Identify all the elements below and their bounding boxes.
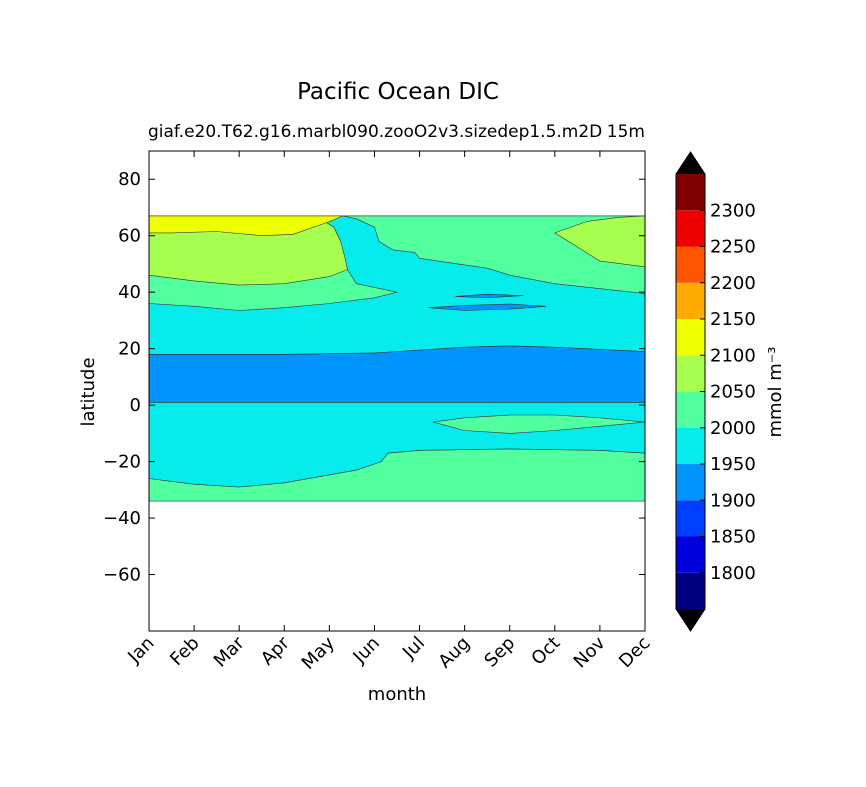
chart-subtitle-right: 15m bbox=[607, 122, 645, 142]
y-tick-label: −20 bbox=[103, 452, 141, 473]
x-axis-label: month bbox=[368, 684, 426, 705]
colorbar-band bbox=[676, 355, 705, 392]
contour-region-band-2050-2100-north-east bbox=[554, 215, 645, 268]
y-axis: 80 60 40 20 0 −20 −40 −60 bbox=[103, 169, 645, 586]
y-tick-label: 0 bbox=[130, 395, 141, 416]
x-tick-label: Aug bbox=[434, 633, 474, 673]
colorbar-band bbox=[676, 282, 705, 319]
plot-frame bbox=[148, 150, 646, 632]
x-tick-label: Jun bbox=[349, 633, 384, 668]
colorbar-band bbox=[676, 464, 705, 501]
colorbar-tick-label: 1800 bbox=[710, 563, 756, 584]
colorbar: 1800 1850 1900 1950 2000 2050 2100 2150 2200 2250… bbox=[675, 151, 756, 632]
colorbar-band bbox=[676, 572, 705, 609]
x-tick-label: Jan bbox=[123, 633, 158, 668]
x-tick-label: Jul bbox=[398, 633, 429, 664]
x-tick-label: Oct bbox=[527, 633, 564, 670]
colorbar-tick-label: 2300 bbox=[710, 200, 756, 221]
colorbar-outline bbox=[675, 151, 706, 632]
colorbar-band bbox=[676, 427, 705, 464]
x-tick-label: Nov bbox=[570, 632, 610, 672]
y-tick-label: 80 bbox=[118, 169, 141, 190]
y-tick-label: 20 bbox=[118, 339, 141, 360]
contour-region-band-1900-1950-north-patch bbox=[428, 303, 547, 311]
colorbar-tick-label: 2250 bbox=[710, 237, 756, 258]
y-tick-label: −40 bbox=[103, 508, 141, 529]
colorbar-tick-label: 2100 bbox=[710, 345, 756, 366]
colorbar-band bbox=[676, 536, 705, 573]
colorbar-tick-label: 2000 bbox=[710, 418, 756, 439]
y-tick-label: −60 bbox=[103, 565, 141, 586]
colorbar-band bbox=[676, 391, 705, 428]
x-tick-label: May bbox=[298, 632, 339, 673]
x-tick-label: Mar bbox=[210, 632, 249, 671]
colorbar-band bbox=[676, 500, 705, 537]
x-tick-label: Apr bbox=[257, 632, 294, 669]
plot-area bbox=[148, 150, 646, 632]
colorbar-over-arrow bbox=[676, 152, 705, 174]
chart-subtitle-left: giaf.e20.T62.g16.marbl090.zooO2v3.sizede… bbox=[148, 122, 602, 142]
y-tick-label: 40 bbox=[118, 282, 141, 303]
colorbar-band bbox=[676, 246, 705, 283]
y-tick-label: 60 bbox=[118, 226, 141, 247]
x-tick-label: Sep bbox=[480, 633, 519, 672]
x-tick-label: Dec bbox=[615, 633, 654, 672]
colorbar-band bbox=[676, 174, 705, 211]
colorbar-under-arrow bbox=[676, 609, 705, 631]
contour-region-band-2000-2050-equatorial-patch bbox=[432, 414, 645, 434]
colorbar-tick-label: 1950 bbox=[710, 454, 756, 475]
y-axis-label: latitude bbox=[78, 357, 99, 426]
colorbar-label: mmol m⁻³ bbox=[765, 346, 786, 437]
colorbar-tick-label: 2050 bbox=[710, 382, 756, 403]
contour-region-band-1900-1950-north-patch-small bbox=[455, 293, 524, 299]
colorbar-band bbox=[676, 319, 705, 356]
colorbar-tick-label: 1900 bbox=[710, 490, 756, 511]
x-tick-label: Feb bbox=[166, 633, 203, 670]
colorbar-tick-label: 2150 bbox=[710, 309, 756, 330]
colorbar-tick-label: 1850 bbox=[710, 527, 756, 548]
colorbar-band bbox=[676, 210, 705, 247]
chart-title: Pacific Ocean DIC bbox=[297, 79, 499, 105]
colorbar-tick-label: 2200 bbox=[710, 273, 756, 294]
contour-region-band-2100-2150-north bbox=[149, 215, 344, 236]
